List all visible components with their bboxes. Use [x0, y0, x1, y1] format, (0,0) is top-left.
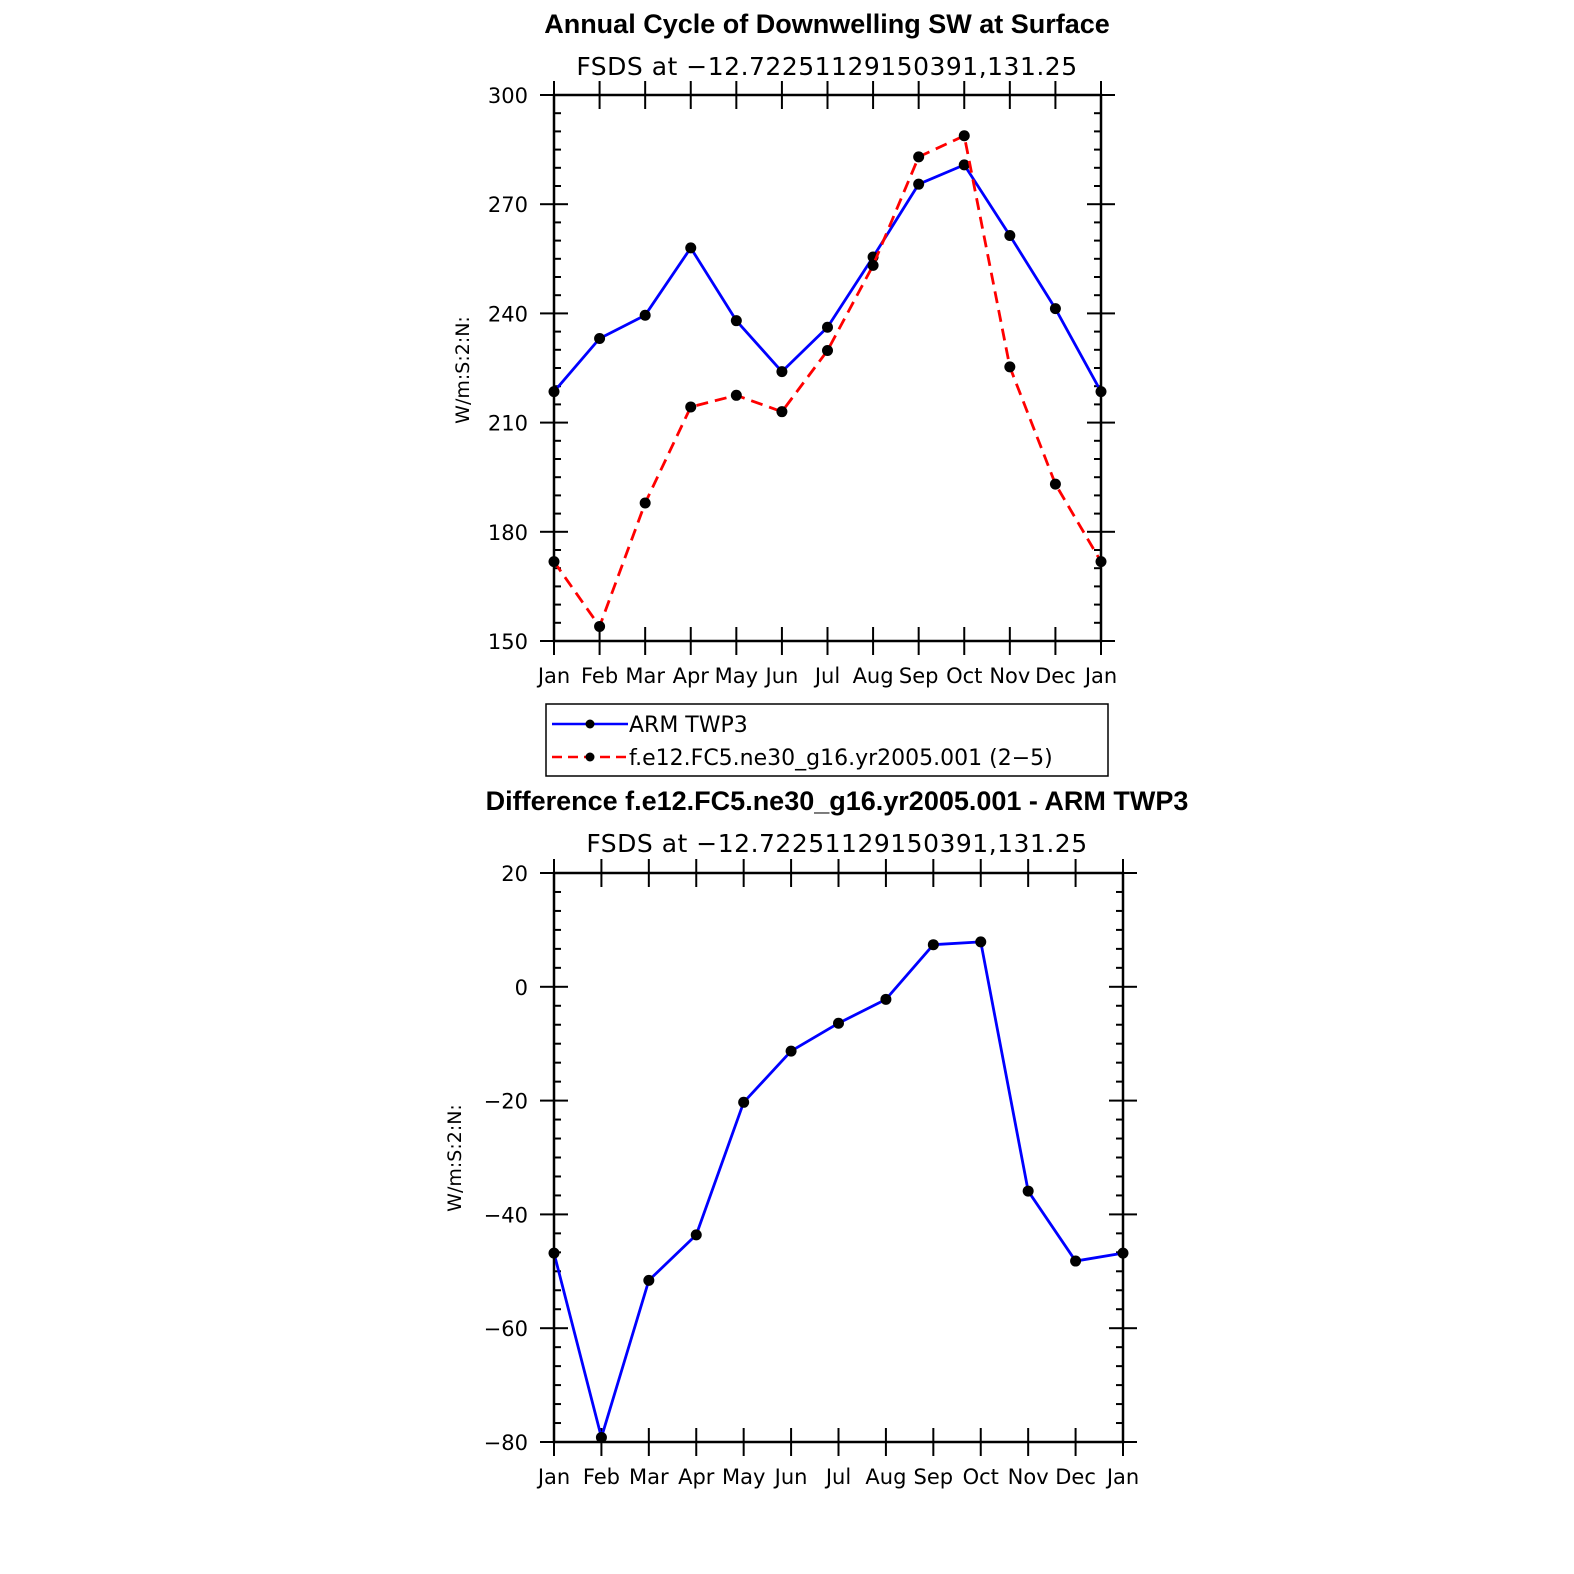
y-tick-label: −20	[484, 1090, 528, 1114]
chart-bottom-series-0-point	[738, 1096, 750, 1108]
chart-top-series-0-point	[913, 178, 925, 190]
x-tick-label: Jan	[536, 664, 570, 688]
y-tick-label: 180	[488, 521, 528, 545]
chart-bottom-series-0-point	[785, 1045, 797, 1057]
chart-top-series-1-point	[730, 389, 742, 401]
chart-top: Annual Cycle of Downwelling SW at Surfac…	[452, 9, 1117, 777]
chart-top-series-1-point	[867, 259, 879, 271]
y-tick-label: −60	[484, 1317, 528, 1341]
x-tick-label: Dec	[1035, 664, 1076, 688]
x-tick-label: Feb	[581, 664, 618, 688]
chart-top-series-line-0	[552, 163, 1103, 393]
chart-top-series-1-point	[639, 497, 651, 509]
x-tick-label: Jan	[1083, 664, 1117, 688]
legend-marker-arm	[585, 719, 595, 729]
x-tick-label: Nov	[989, 664, 1030, 688]
chart-top-series-0-point	[639, 309, 651, 321]
chart-top-series-0-point	[685, 242, 697, 254]
legend-box	[545, 703, 1109, 777]
legend-entry-arm: ARM TWP3	[552, 713, 748, 738]
chart-bottom-subtitle: FSDS at −12.72251129150391,131.25	[586, 829, 1087, 858]
chart-top-series-0-point	[1004, 230, 1016, 242]
legend-label-model: f.e12.FC5.ne30_g16.yr2005.001 (2−5)	[629, 746, 1053, 771]
chart-top-x-axis: Jan Feb Mar Apr May Jun Jul Aug Sep Oct Nov Dec Jan	[536, 81, 1117, 688]
chart-top-series-0-point	[730, 315, 742, 327]
y-tick-label: −40	[484, 1203, 528, 1227]
x-tick-label: Jan	[536, 1465, 570, 1489]
x-tick-label: Oct	[963, 1465, 999, 1489]
chart-bottom-series-0-point	[595, 1431, 607, 1443]
chart-top-series-1-point	[913, 151, 925, 163]
y-tick-label: 270	[488, 193, 528, 217]
chart-bottom-series-0-point	[833, 1017, 844, 1029]
x-tick-label: Nov	[1008, 1465, 1049, 1489]
chart-top-series-1-point	[1049, 478, 1061, 490]
x-tick-label: Oct	[946, 664, 982, 688]
chart-bottom-series-0-point	[927, 939, 939, 951]
y-tick-label: 20	[501, 862, 528, 886]
x-tick-label: Apr	[673, 664, 710, 688]
chart-top-series-1-point	[776, 406, 788, 418]
chart-top-series-line-1	[552, 134, 1103, 628]
x-tick-label: Aug	[853, 664, 894, 688]
chart-top-series-0-point	[958, 159, 970, 171]
chart-bottom-series	[548, 936, 1129, 1443]
chart-top-title: Annual Cycle of Downwelling SW at Surfac…	[544, 9, 1110, 39]
legend-label-arm: ARM TWP3	[629, 713, 748, 738]
legend-marker-model	[585, 752, 595, 762]
chart-bottom-series-0-point	[1070, 1255, 1082, 1267]
x-tick-label: Jul	[824, 1465, 851, 1489]
chart-bottom-series-0-point	[1022, 1185, 1034, 1197]
y-tick-label: 210	[488, 412, 528, 436]
chart-top-series-1-point	[1004, 361, 1016, 373]
chart-top-series-1-point	[594, 620, 606, 632]
chart-bottom-series-line-0	[552, 940, 1124, 1439]
x-tick-label: Mar	[625, 664, 665, 688]
chart-bottom-series-0-point	[975, 936, 987, 948]
chart-top-series-1-point	[685, 401, 697, 413]
chart-bottom-title: Difference f.e12.FC5.ne30_g16.yr2005.001…	[486, 786, 1189, 816]
chart-top-series-0-point	[594, 333, 606, 345]
chart-top-y-axis: 150 180 210 240 270 300	[488, 84, 1115, 654]
chart-top-series-0-point	[822, 321, 833, 333]
chart-top-series	[548, 130, 1107, 632]
chart-top-plot-frame	[552, 93, 1103, 643]
chart-top-subtitle: FSDS at −12.72251129150391,131.25	[576, 52, 1077, 81]
chart-bottom-x-axis: Jan Feb Mar Apr May Jun Jul Aug Sep Oct Nov Dec Jan	[536, 859, 1139, 1489]
x-tick-label: Jan	[1105, 1465, 1139, 1489]
chart-bottom: Difference f.e12.FC5.ne30_g16.yr2005.001…	[444, 786, 1188, 1489]
x-tick-label: Sep	[899, 664, 939, 688]
x-tick-label: Jun	[764, 664, 799, 688]
y-tick-label: 150	[488, 630, 528, 654]
y-tick-label: 300	[488, 84, 528, 108]
x-tick-label: Jul	[813, 664, 840, 688]
y-tick-label: −80	[484, 1431, 528, 1455]
chart-bottom-series-0-point	[880, 993, 892, 1005]
x-tick-label: Feb	[583, 1465, 620, 1489]
x-tick-label: Dec	[1055, 1465, 1096, 1489]
x-tick-label: Apr	[678, 1465, 715, 1489]
x-tick-label: May	[715, 664, 758, 688]
chart-top-series-0-point	[776, 366, 788, 378]
chart-top-series-0-point	[1049, 303, 1061, 315]
y-tick-label: 240	[488, 302, 528, 326]
x-tick-label: Sep	[914, 1465, 954, 1489]
legend-entry-model: f.e12.FC5.ne30_g16.yr2005.001 (2−5)	[552, 746, 1053, 771]
x-tick-label: May	[722, 1465, 765, 1489]
x-tick-label: Mar	[629, 1465, 669, 1489]
chart-bottom-plot-frame	[552, 871, 1125, 1444]
chart-top-series-1-point	[822, 345, 833, 357]
chart-top-ylabel: W/m:S:2:N:	[452, 316, 474, 424]
chart-bottom-series-0-point	[643, 1274, 655, 1286]
chart-bottom-ylabel: W/m:S:2:N:	[444, 1104, 466, 1212]
chart-bottom-series-0-point	[690, 1229, 702, 1241]
x-tick-label: Jun	[773, 1465, 808, 1489]
y-tick-label: 0	[515, 976, 528, 1000]
x-tick-label: Aug	[865, 1465, 906, 1489]
chart-top-series-1-point	[958, 130, 970, 142]
chart-top-legend: ARM TWP3 f.e12.FC5.ne30_g16.yr2005.001 (…	[545, 703, 1109, 777]
